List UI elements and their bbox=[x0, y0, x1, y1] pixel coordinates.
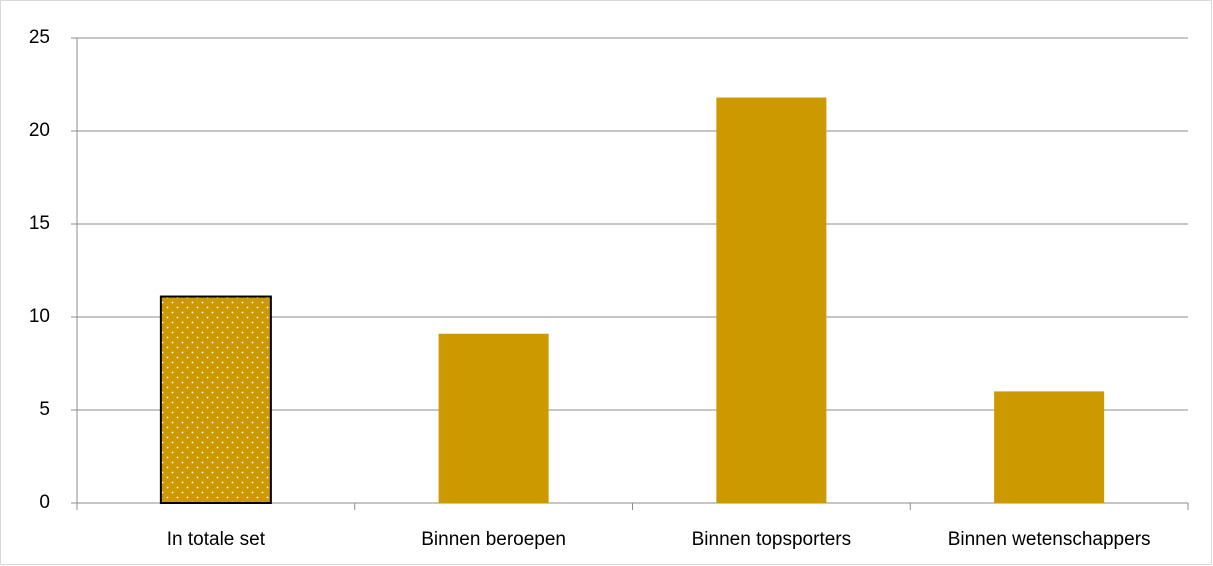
y-tick-label: 0 bbox=[39, 492, 50, 513]
y-tick-label: 25 bbox=[29, 27, 50, 48]
bar bbox=[438, 333, 549, 503]
bar bbox=[159, 295, 272, 505]
x-tick-label: Binnen topsporters bbox=[692, 529, 852, 550]
y-tick-label: 15 bbox=[29, 213, 50, 234]
x-tick-label: In totale set bbox=[167, 529, 266, 550]
y-tick-label: 5 bbox=[39, 399, 50, 420]
bar bbox=[994, 391, 1105, 503]
bar bbox=[716, 97, 827, 504]
y-tick-label: 20 bbox=[29, 120, 50, 141]
y-tick-label: 10 bbox=[29, 306, 50, 327]
x-tick-label: Binnen wetenschappers bbox=[948, 529, 1151, 550]
x-tick-label: Binnen beroepen bbox=[421, 529, 566, 550]
